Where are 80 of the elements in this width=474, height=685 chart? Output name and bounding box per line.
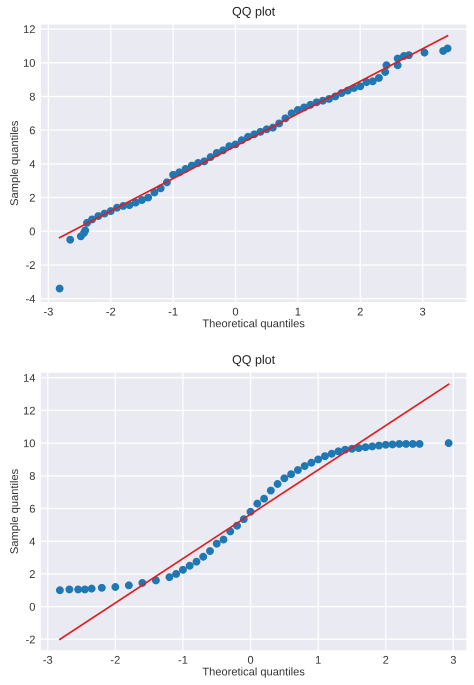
x-tick-label: 2	[358, 308, 363, 316]
point	[124, 581, 133, 590]
point	[280, 474, 288, 482]
point	[74, 585, 82, 594]
point	[186, 562, 194, 570]
x-tick-label: 0	[232, 308, 238, 316]
point	[362, 443, 370, 452]
y-tick-label: 8	[30, 472, 35, 480]
point	[354, 444, 363, 452]
x-tick-label: -3	[44, 308, 53, 316]
point	[294, 466, 302, 474]
x-axis-title: Theoretical quantiles	[202, 319, 304, 330]
point	[80, 585, 89, 594]
x-tick-label: 3	[450, 656, 456, 664]
point	[274, 480, 282, 488]
point	[212, 540, 221, 548]
x-tick-label: -2	[110, 656, 120, 664]
point	[152, 576, 160, 584]
y-tick-label: 0	[30, 228, 35, 236]
point	[65, 585, 74, 594]
point	[382, 440, 390, 449]
x-axis-title: Theoretical quantiles	[202, 667, 304, 678]
point	[334, 447, 342, 456]
y-axis-title: Sample quantiles	[10, 121, 20, 206]
point	[307, 458, 316, 467]
y-tick-label: 6	[30, 126, 35, 134]
point	[314, 456, 322, 464]
x-tick-label: -1	[178, 656, 188, 664]
point	[199, 552, 208, 561]
point	[416, 440, 424, 448]
point	[178, 566, 187, 574]
point	[402, 440, 410, 448]
y-tick-label: 4	[30, 538, 36, 546]
y-tick-label: -2	[26, 261, 35, 269]
point	[444, 439, 453, 448]
point	[368, 442, 376, 450]
y-tick-label: 8	[30, 92, 35, 101]
point	[266, 486, 275, 494]
y-tick-label: 0	[30, 602, 35, 611]
point	[260, 494, 268, 503]
y-tick-label: 12	[24, 25, 35, 34]
y-tick-label: 10	[24, 439, 35, 448]
y-tick-label: 12	[24, 406, 35, 414]
point	[388, 440, 396, 448]
x-tick-label: 0	[248, 656, 254, 664]
point	[111, 583, 120, 591]
point	[300, 462, 309, 470]
y-tick-label: 14	[24, 374, 36, 382]
point	[408, 440, 417, 448]
y-tick-label: 2	[30, 194, 35, 202]
y-tick-label: 6	[30, 504, 35, 513]
point	[253, 500, 262, 508]
point	[375, 442, 383, 450]
point	[172, 570, 180, 578]
point	[165, 573, 174, 582]
x-tick-label: -2	[106, 308, 116, 316]
point	[328, 450, 336, 458]
x-tick-label: 1	[296, 308, 300, 316]
point	[192, 558, 200, 566]
point	[98, 584, 106, 592]
point	[287, 470, 296, 478]
x-tick-label: -1	[168, 308, 178, 316]
point	[320, 452, 329, 460]
point	[220, 536, 228, 544]
point	[56, 586, 64, 594]
chart-title: QQ plot	[232, 354, 276, 366]
y-tick-label: 2	[30, 570, 35, 578]
x-tick-label: 1	[316, 656, 321, 664]
point	[206, 547, 214, 555]
y-tick-label: 10	[24, 59, 35, 67]
chart-title: QQ plot	[232, 6, 276, 18]
x-tick-label: 2	[383, 656, 388, 664]
x-tick-label: 3	[420, 308, 426, 316]
point	[395, 440, 404, 448]
y-tick-label: -2	[26, 636, 35, 644]
y-tick-label: -4	[26, 295, 36, 303]
point	[88, 584, 96, 593]
y-axis-title: Sample quantiles	[10, 469, 20, 554]
y-tick-label: 4	[30, 160, 36, 168]
x-tick-label: -3	[43, 656, 52, 664]
